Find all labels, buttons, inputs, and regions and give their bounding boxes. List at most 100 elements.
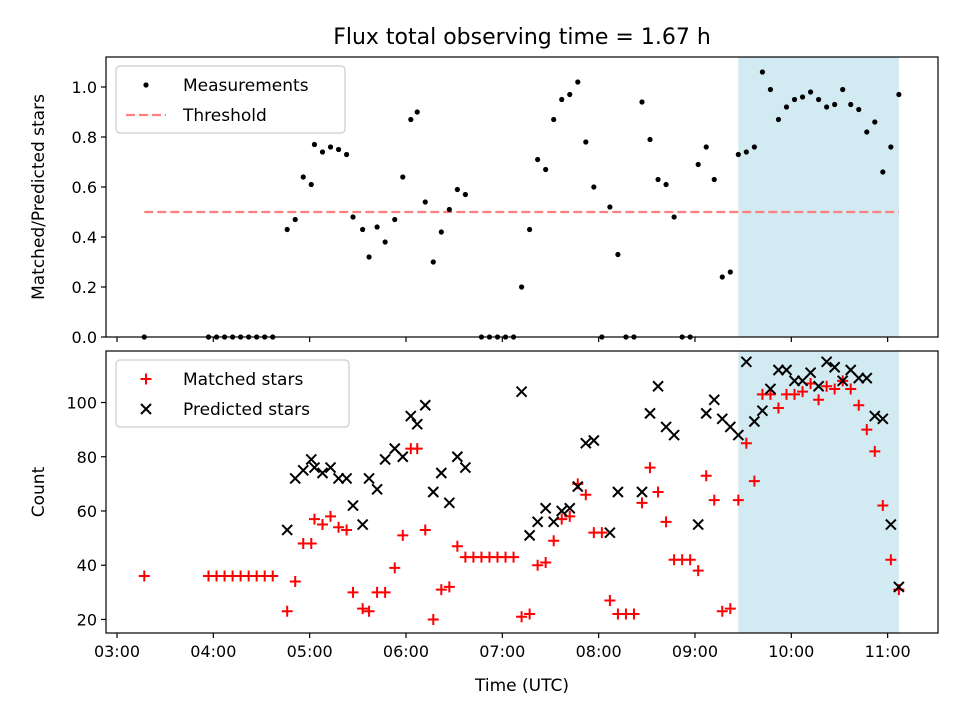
data-point xyxy=(583,139,589,145)
data-point xyxy=(764,388,776,400)
data-point xyxy=(535,156,541,163)
y-tick-label: 100 xyxy=(66,394,97,413)
data-point xyxy=(612,486,624,498)
data-point xyxy=(564,502,576,514)
data-point xyxy=(400,174,406,180)
data-point xyxy=(371,483,383,495)
data-point xyxy=(267,570,279,582)
data-point xyxy=(281,524,293,536)
data-point xyxy=(580,437,592,449)
x-tick-label: 08:00 xyxy=(576,642,622,661)
data-point xyxy=(732,494,744,506)
data-point xyxy=(893,581,905,593)
data-point xyxy=(828,361,841,373)
data-point xyxy=(324,461,337,474)
data-point xyxy=(888,144,894,150)
data-point xyxy=(824,104,830,110)
data-point xyxy=(527,226,533,233)
data-point xyxy=(775,116,782,123)
data-point xyxy=(748,475,760,487)
x-tick-label: 04:00 xyxy=(190,642,236,661)
data-point xyxy=(325,510,337,522)
data-point xyxy=(684,554,696,566)
x-tick-label: 07:00 xyxy=(479,642,525,661)
data-point xyxy=(740,356,753,368)
data-point xyxy=(740,437,752,449)
data-point xyxy=(427,613,439,625)
legend-label: Threshold xyxy=(182,106,267,126)
data-point xyxy=(297,464,309,477)
data-point xyxy=(885,554,897,566)
data-point xyxy=(357,603,369,615)
data-point xyxy=(138,570,150,582)
data-point xyxy=(668,429,680,441)
y-tick-label: 0.2 xyxy=(72,278,97,297)
data-point xyxy=(711,176,717,183)
data-point xyxy=(430,259,436,265)
data-point xyxy=(572,480,584,493)
data-point xyxy=(435,467,448,479)
data-point xyxy=(756,404,769,417)
ratio-panel: 0.0 0.2 0.4 0.6 0.8 1.0 Matched/Predicted star… xyxy=(29,56,939,347)
data-point xyxy=(655,176,661,183)
data-point xyxy=(411,443,423,455)
data-point xyxy=(816,96,822,103)
data-point xyxy=(700,407,712,420)
data-point xyxy=(872,119,878,125)
data-point xyxy=(604,526,616,539)
data-point xyxy=(567,91,573,98)
data-point xyxy=(405,410,417,422)
y-tick-label: 1.0 xyxy=(72,78,97,97)
data-point xyxy=(797,386,809,398)
data-point xyxy=(861,424,873,436)
data-point xyxy=(727,269,733,275)
data-point xyxy=(379,586,391,598)
data-point xyxy=(588,434,600,447)
data-point xyxy=(869,445,881,457)
data-point xyxy=(540,557,552,568)
data-point xyxy=(575,79,581,85)
data-point xyxy=(451,540,463,552)
data-point xyxy=(636,486,648,498)
y-tick-label: 0.4 xyxy=(72,228,97,247)
data-point xyxy=(524,608,536,620)
y-tick-label: 80 xyxy=(77,448,97,467)
x-tick-label: 11:00 xyxy=(865,642,911,661)
chart-title: Flux total observing time = 1.67 h xyxy=(333,25,711,50)
data-point xyxy=(515,385,528,398)
data-point xyxy=(789,388,801,400)
data-point xyxy=(732,429,745,441)
data-point xyxy=(462,191,468,198)
data-point xyxy=(652,486,664,498)
y-tick-label: 0.8 xyxy=(72,128,97,147)
data-point xyxy=(836,375,849,387)
data-point xyxy=(317,519,329,531)
data-point xyxy=(639,99,645,105)
data-point xyxy=(347,499,359,512)
y-tick-label: 60 xyxy=(77,502,97,521)
data-point xyxy=(443,581,455,593)
legend-box xyxy=(115,65,346,134)
data-point xyxy=(708,494,720,506)
y-tick-label: 20 xyxy=(77,610,97,629)
data-point xyxy=(877,413,889,425)
data-point xyxy=(804,366,817,379)
data-point xyxy=(374,224,380,230)
data-point xyxy=(350,214,356,220)
x-tick-label: 09:00 xyxy=(672,642,718,661)
data-point xyxy=(411,418,423,430)
data-point xyxy=(556,505,568,517)
data-point xyxy=(305,453,317,466)
data-point xyxy=(716,605,728,617)
data-point xyxy=(751,144,757,150)
data-point xyxy=(340,472,353,485)
data-point xyxy=(347,586,359,598)
data-point xyxy=(408,116,414,123)
legend-box xyxy=(115,359,350,428)
data-point xyxy=(392,216,398,223)
data-point xyxy=(848,101,854,108)
y-axis-label: Matched/Predicted stars xyxy=(29,94,49,300)
data-point xyxy=(880,169,886,175)
data-point xyxy=(853,399,865,411)
data-point xyxy=(636,497,648,509)
